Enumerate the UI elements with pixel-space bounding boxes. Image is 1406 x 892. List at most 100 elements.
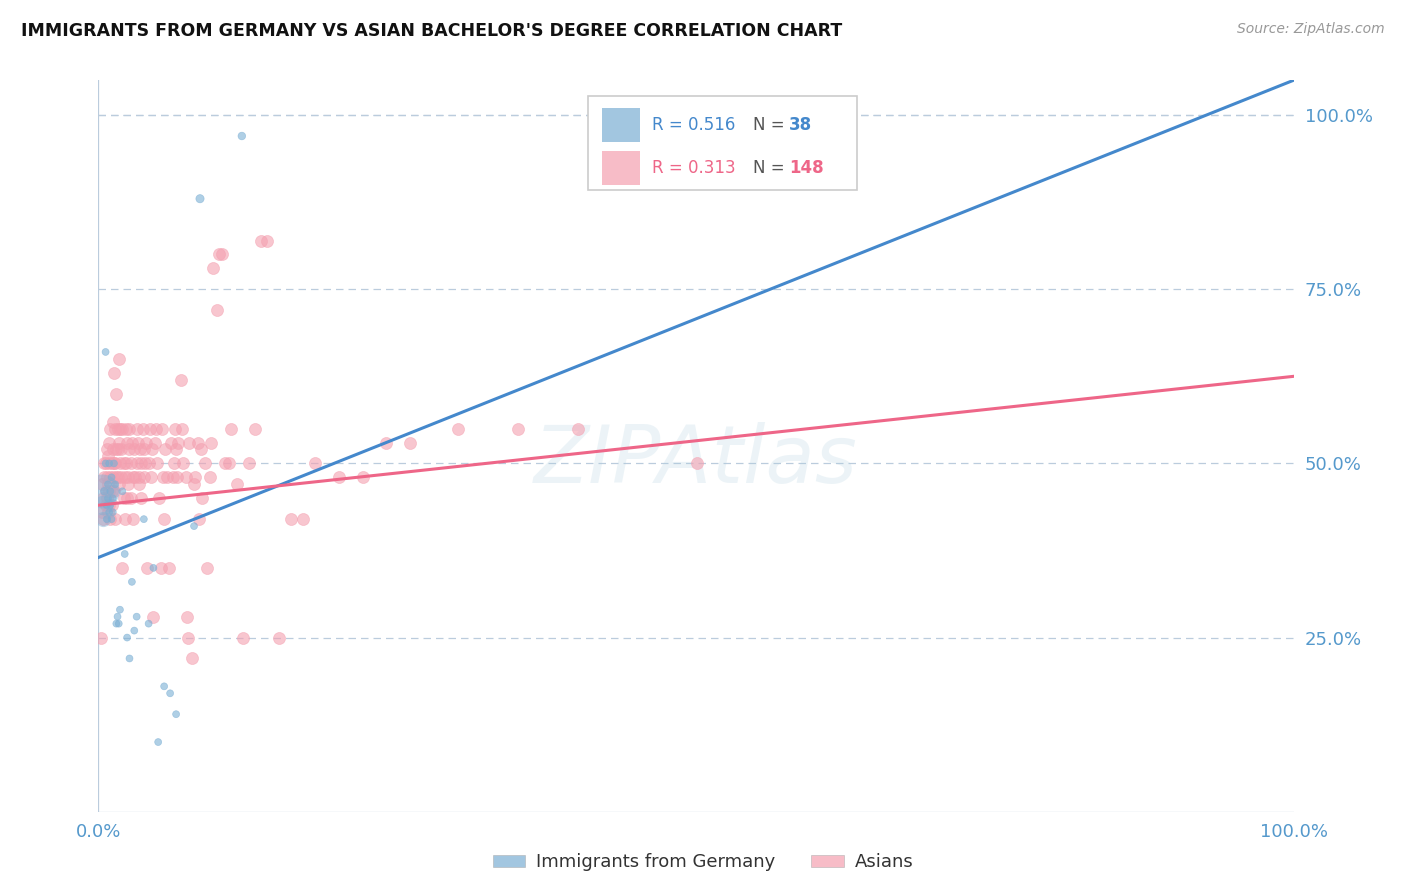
Point (111, 561, 134, 575)
Point (187, 435, 209, 450)
Point (218, 457, 240, 471)
Point (205, 303, 228, 318)
Point (93, 457, 115, 471)
Point (166, 470, 188, 484)
Point (115, 457, 138, 471)
Text: ZIPAtlas: ZIPAtlas (534, 422, 858, 500)
Legend: Immigrants from Germany, Asians: Immigrants from Germany, Asians (485, 847, 921, 879)
Point (118, 651, 141, 665)
Point (162, 470, 184, 484)
Point (124, 624, 146, 638)
Point (105, 616, 128, 631)
Point (114, 512, 136, 526)
Point (280, 512, 302, 526)
Text: Source: ZipAtlas.com: Source: ZipAtlas.com (1237, 22, 1385, 37)
Point (93, 470, 115, 484)
Point (131, 491, 153, 506)
Point (107, 477, 129, 491)
Point (97, 491, 120, 506)
Point (98, 421, 122, 435)
Point (304, 457, 326, 471)
Point (91, 505, 114, 519)
Point (104, 477, 127, 491)
Point (100, 512, 122, 526)
Point (96, 498, 118, 512)
Point (107, 470, 129, 484)
Point (98, 484, 121, 499)
Point (143, 435, 166, 450)
Point (97, 477, 120, 491)
Point (100, 498, 122, 512)
Point (167, 435, 190, 450)
Point (155, 470, 177, 484)
Point (97, 477, 120, 491)
Point (103, 484, 125, 499)
Point (352, 470, 374, 484)
Point (399, 435, 422, 450)
Point (105, 386, 128, 401)
Point (153, 512, 176, 526)
Point (172, 457, 194, 471)
Point (104, 457, 127, 471)
FancyBboxPatch shape (602, 108, 640, 142)
Point (134, 457, 156, 471)
Point (101, 470, 124, 484)
FancyBboxPatch shape (602, 152, 640, 185)
Text: 38: 38 (789, 116, 813, 134)
Point (170, 373, 193, 387)
Point (141, 442, 163, 457)
Point (118, 442, 141, 457)
Point (138, 457, 160, 471)
Point (112, 491, 135, 506)
Point (103, 457, 125, 471)
Point (94, 484, 117, 499)
Point (202, 261, 225, 276)
Point (187, 512, 209, 526)
Point (128, 477, 150, 491)
Point (94, 345, 117, 359)
Point (121, 574, 143, 589)
Point (184, 470, 207, 484)
Point (160, 435, 183, 450)
Point (91, 498, 114, 512)
Point (115, 631, 138, 645)
Point (176, 609, 198, 624)
Point (115, 421, 138, 435)
Point (149, 561, 172, 575)
Point (115, 435, 138, 450)
Point (122, 470, 145, 484)
Point (132, 512, 155, 526)
Point (291, 512, 314, 526)
Point (114, 547, 136, 561)
Point (107, 435, 129, 450)
Point (110, 470, 132, 484)
Point (91, 512, 114, 526)
Point (93, 484, 115, 499)
Point (148, 491, 170, 506)
Point (120, 457, 142, 471)
Point (100, 484, 122, 499)
Point (98, 505, 121, 519)
Point (183, 477, 205, 491)
Point (200, 435, 222, 450)
Point (107, 616, 129, 631)
Point (117, 470, 139, 484)
Point (105, 442, 128, 457)
Point (145, 421, 167, 435)
Point (139, 421, 162, 435)
Point (142, 561, 165, 575)
Point (125, 609, 148, 624)
Point (125, 457, 148, 471)
Point (142, 609, 165, 624)
Point (118, 421, 141, 435)
Point (103, 366, 125, 380)
Point (148, 735, 170, 749)
Point (115, 491, 138, 506)
Point (231, 128, 253, 143)
Point (101, 505, 124, 519)
Point (375, 435, 398, 450)
Point (243, 421, 266, 435)
Point (139, 470, 162, 484)
Point (98, 435, 121, 450)
Point (98, 498, 121, 512)
